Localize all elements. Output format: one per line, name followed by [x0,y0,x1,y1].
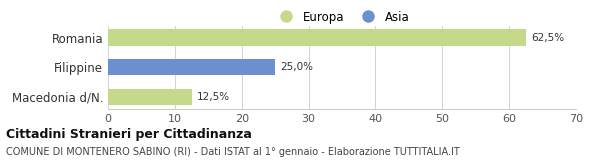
Text: Cittadini Stranieri per Cittadinanza: Cittadini Stranieri per Cittadinanza [6,128,252,141]
Bar [108,89,191,105]
Bar [108,59,275,75]
Text: COMUNE DI MONTENERO SABINO (RI) - Dati ISTAT al 1° gennaio - Elaborazione TUTTIT: COMUNE DI MONTENERO SABINO (RI) - Dati I… [6,147,460,157]
Text: 25,0%: 25,0% [280,62,313,72]
Text: 62,5%: 62,5% [531,32,565,43]
Legend: Europa, Asia: Europa, Asia [270,6,414,28]
Bar [108,29,526,46]
Text: 12,5%: 12,5% [197,92,230,102]
